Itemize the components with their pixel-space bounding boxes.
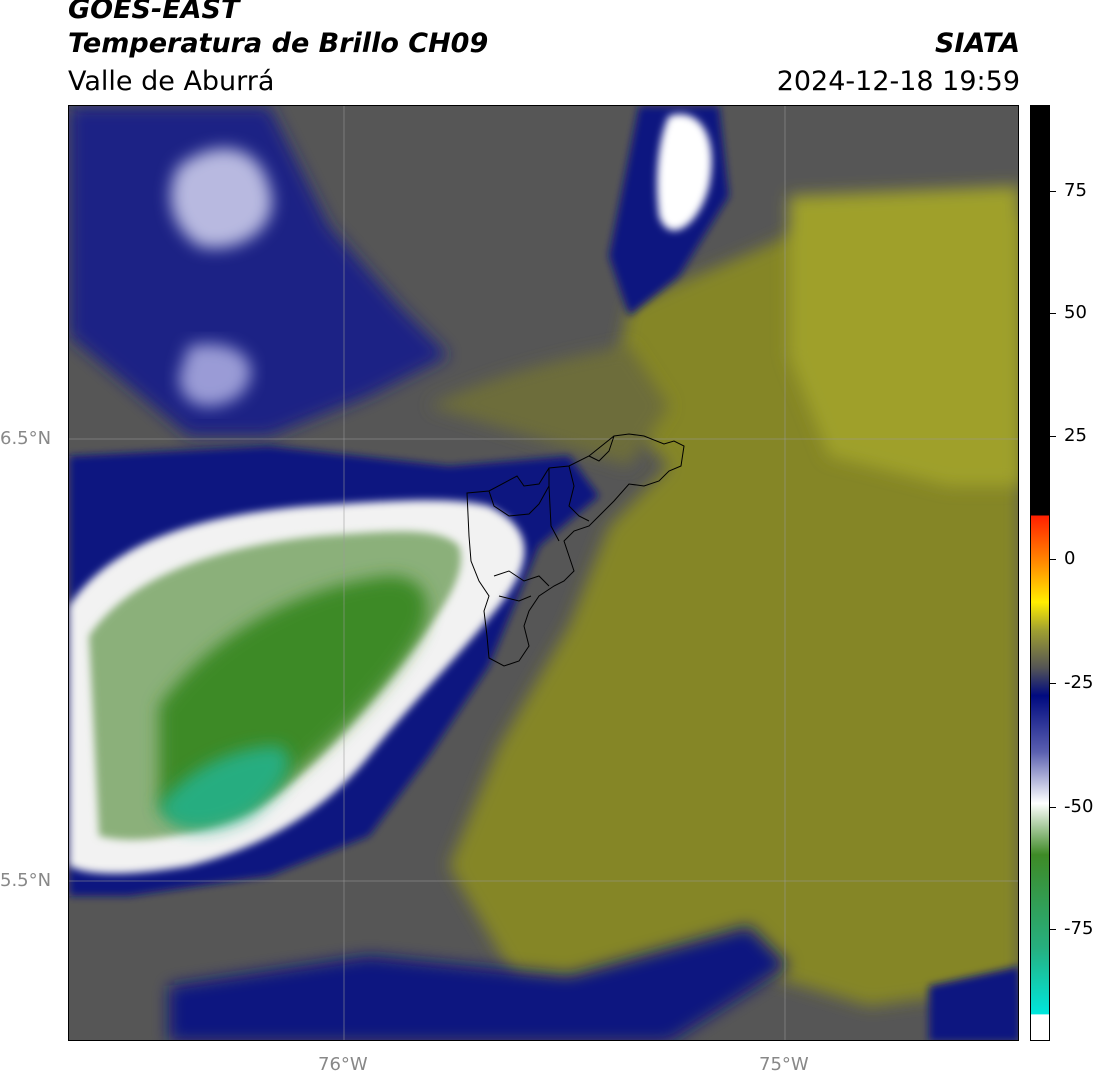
colorbar-tick-minus50 xyxy=(1050,807,1056,808)
lat-label-5-5: 5.5°N xyxy=(0,870,52,891)
yellow-warm-region xyxy=(789,186,1018,486)
convective-core-teal xyxy=(159,746,289,830)
product-title: Temperatura de Brillo CH09 xyxy=(68,28,489,59)
cloud-top-northwest xyxy=(179,344,251,407)
map-panel xyxy=(68,105,1019,1041)
datetime-label: 2024-12-18 19:59 xyxy=(776,66,1020,97)
cloud-top-northeast xyxy=(657,114,712,231)
colorbar-label-minus50: -50 xyxy=(1064,796,1094,817)
municipality-boundaries xyxy=(466,433,685,667)
colorbar-label-0: 0 xyxy=(1064,548,1076,569)
cold-band-north xyxy=(69,106,449,436)
brightness-temperature-map xyxy=(69,106,1018,1040)
source-label: SIATA xyxy=(934,28,1020,59)
colorbar-label-minus75: -75 xyxy=(1064,918,1094,939)
colorbar-tick-50 xyxy=(1050,313,1056,314)
colorbar-label-75: 75 xyxy=(1064,180,1087,201)
colorbar-tick-0 xyxy=(1050,559,1056,560)
region-subtitle: Valle de Aburrá xyxy=(68,66,275,97)
colorbar xyxy=(1030,105,1050,1041)
colorbar-label-50: 50 xyxy=(1064,302,1087,323)
olive-region-2 xyxy=(429,346,669,466)
colorbar-tick-75 xyxy=(1050,191,1056,192)
cold-band-southeast xyxy=(929,966,1018,1040)
colorbar-tick-25 xyxy=(1050,436,1056,437)
colorbar-label-25: 25 xyxy=(1064,425,1087,446)
lon-label-76: 76°W xyxy=(318,1054,368,1075)
colorbar-gradient xyxy=(1031,106,1049,1040)
lon-label-75: 75°W xyxy=(759,1054,809,1075)
cold-band-south xyxy=(169,926,789,1040)
cloud-top-north xyxy=(170,148,272,248)
satellite-title: GOES-EAST xyxy=(68,0,240,25)
convective-core-darkgreen xyxy=(159,576,428,817)
lat-label-6-5: 6.5°N xyxy=(0,428,52,449)
colorbar-tick-minus25 xyxy=(1050,683,1056,684)
colorbar-label-minus25: -25 xyxy=(1064,672,1094,693)
colorbar-tick-minus75 xyxy=(1050,929,1056,930)
